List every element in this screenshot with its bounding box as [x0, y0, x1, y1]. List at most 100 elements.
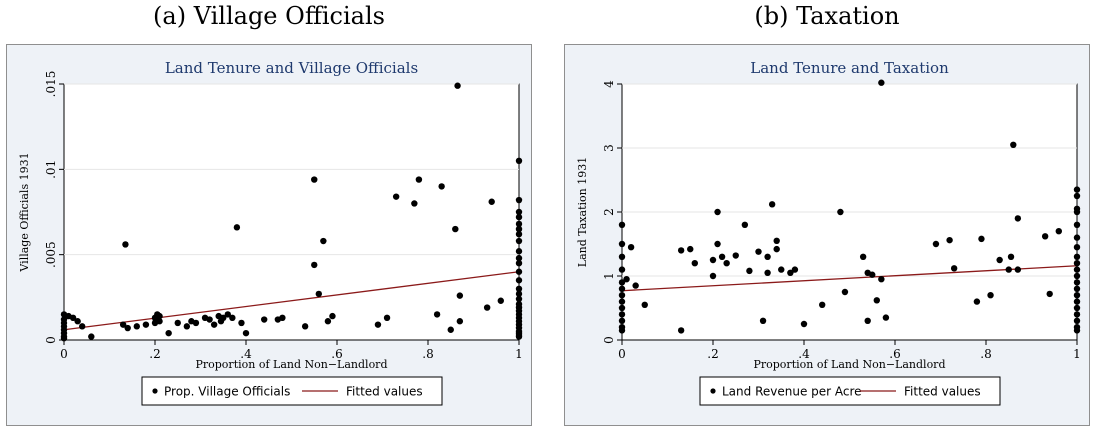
fitted-line	[621, 265, 1078, 292]
data-point	[837, 208, 844, 216]
data-point	[618, 292, 626, 299]
data-point	[869, 271, 876, 278]
data-point	[415, 176, 423, 183]
data-point	[456, 292, 464, 299]
x-axis-label: Proportion of Land Non−Landlord	[195, 358, 387, 371]
data-point	[515, 208, 523, 216]
data-point	[119, 321, 127, 328]
data-point	[618, 253, 626, 260]
data-point	[165, 329, 172, 337]
data-point	[773, 237, 780, 244]
data-point	[882, 314, 890, 321]
data-point	[233, 224, 241, 231]
y-axis-label: Village Officials 1931	[18, 152, 31, 272]
data-point	[515, 254, 523, 262]
data-point	[1073, 298, 1081, 305]
data-point	[623, 276, 630, 283]
data-point	[515, 157, 523, 164]
fitted-line	[63, 271, 520, 331]
x-tick-label: 0	[618, 347, 626, 361]
data-point	[864, 317, 871, 324]
data-point	[483, 304, 491, 311]
legend-label-scatter: Land Revenue per Acre	[722, 385, 862, 399]
y-axis-label: Land Taxation 1931	[576, 157, 589, 267]
y-tick-label: .005	[44, 241, 58, 268]
data-point	[311, 176, 318, 183]
data-point	[515, 196, 523, 204]
panel-a-label: (a) Village Officials	[153, 2, 385, 30]
data-point	[746, 267, 753, 275]
data-point	[515, 220, 523, 228]
x-tick-label: .6	[889, 347, 900, 361]
data-point	[456, 318, 464, 325]
data-point	[224, 311, 231, 318]
y-tick-label: .015	[44, 71, 58, 98]
x-axis-label: Proportion of Land Non−Landlord	[753, 358, 945, 371]
y-tick-label: 0	[44, 336, 58, 344]
data-point	[1073, 292, 1081, 299]
data-point	[618, 298, 626, 305]
data-point	[873, 297, 880, 304]
data-point	[156, 312, 163, 320]
data-point	[447, 326, 454, 333]
data-point	[88, 333, 95, 340]
data-point	[515, 333, 523, 340]
data-point	[433, 311, 441, 318]
data-point	[1046, 290, 1053, 298]
x-tick-label: .4	[240, 347, 252, 361]
x-tick-label: 1	[1073, 347, 1081, 361]
data-point	[677, 327, 685, 334]
data-point	[515, 213, 523, 221]
data-point	[709, 272, 717, 280]
data-point	[618, 317, 626, 324]
data-point	[515, 285, 523, 292]
data-point	[1073, 285, 1081, 292]
x-tick-label: .2	[707, 347, 718, 361]
data-point	[315, 290, 322, 298]
data-point	[488, 198, 495, 205]
data-point	[800, 320, 808, 328]
data-point	[764, 269, 771, 276]
data-point	[723, 260, 730, 267]
chart-title: Land Tenure and Village Officials	[165, 59, 418, 77]
y-tick-label: 3	[602, 144, 616, 152]
data-point	[392, 193, 400, 200]
data-point	[732, 252, 739, 259]
legend-marker-scatter	[710, 388, 716, 394]
legend-label-fit: Fitted values	[346, 385, 423, 399]
data-point	[210, 321, 218, 328]
data-point	[641, 301, 648, 308]
data-point	[1073, 279, 1081, 286]
data-point	[79, 323, 86, 330]
y-tick-label: .01	[44, 160, 58, 179]
data-point	[142, 321, 150, 328]
y-tick-label: 2	[602, 208, 616, 216]
data-point	[691, 260, 698, 267]
data-point	[841, 288, 849, 296]
panel-b-label: (b) Taxation	[754, 2, 900, 30]
data-point	[718, 253, 726, 260]
data-point	[206, 316, 213, 323]
data-point	[74, 318, 81, 325]
data-point	[1073, 208, 1081, 216]
data-point	[1005, 266, 1012, 273]
data-point	[1041, 233, 1049, 240]
data-point	[411, 200, 418, 207]
data-point	[69, 314, 77, 322]
x-tick-label: .8	[980, 347, 991, 361]
data-point	[773, 245, 780, 253]
data-point	[1007, 253, 1015, 260]
data-point	[515, 260, 523, 267]
x-tick-label: .8	[422, 347, 433, 361]
x-tick-label: 0	[60, 347, 68, 361]
data-point	[220, 314, 227, 322]
data-point	[174, 319, 181, 327]
data-point	[1073, 253, 1081, 260]
data-point	[741, 221, 749, 228]
data-point	[238, 319, 245, 327]
data-point	[279, 314, 286, 322]
y-tick-label: 1	[602, 272, 616, 280]
data-point	[1073, 221, 1081, 228]
data-point	[1073, 266, 1081, 273]
x-tick-label: .4	[798, 347, 810, 361]
